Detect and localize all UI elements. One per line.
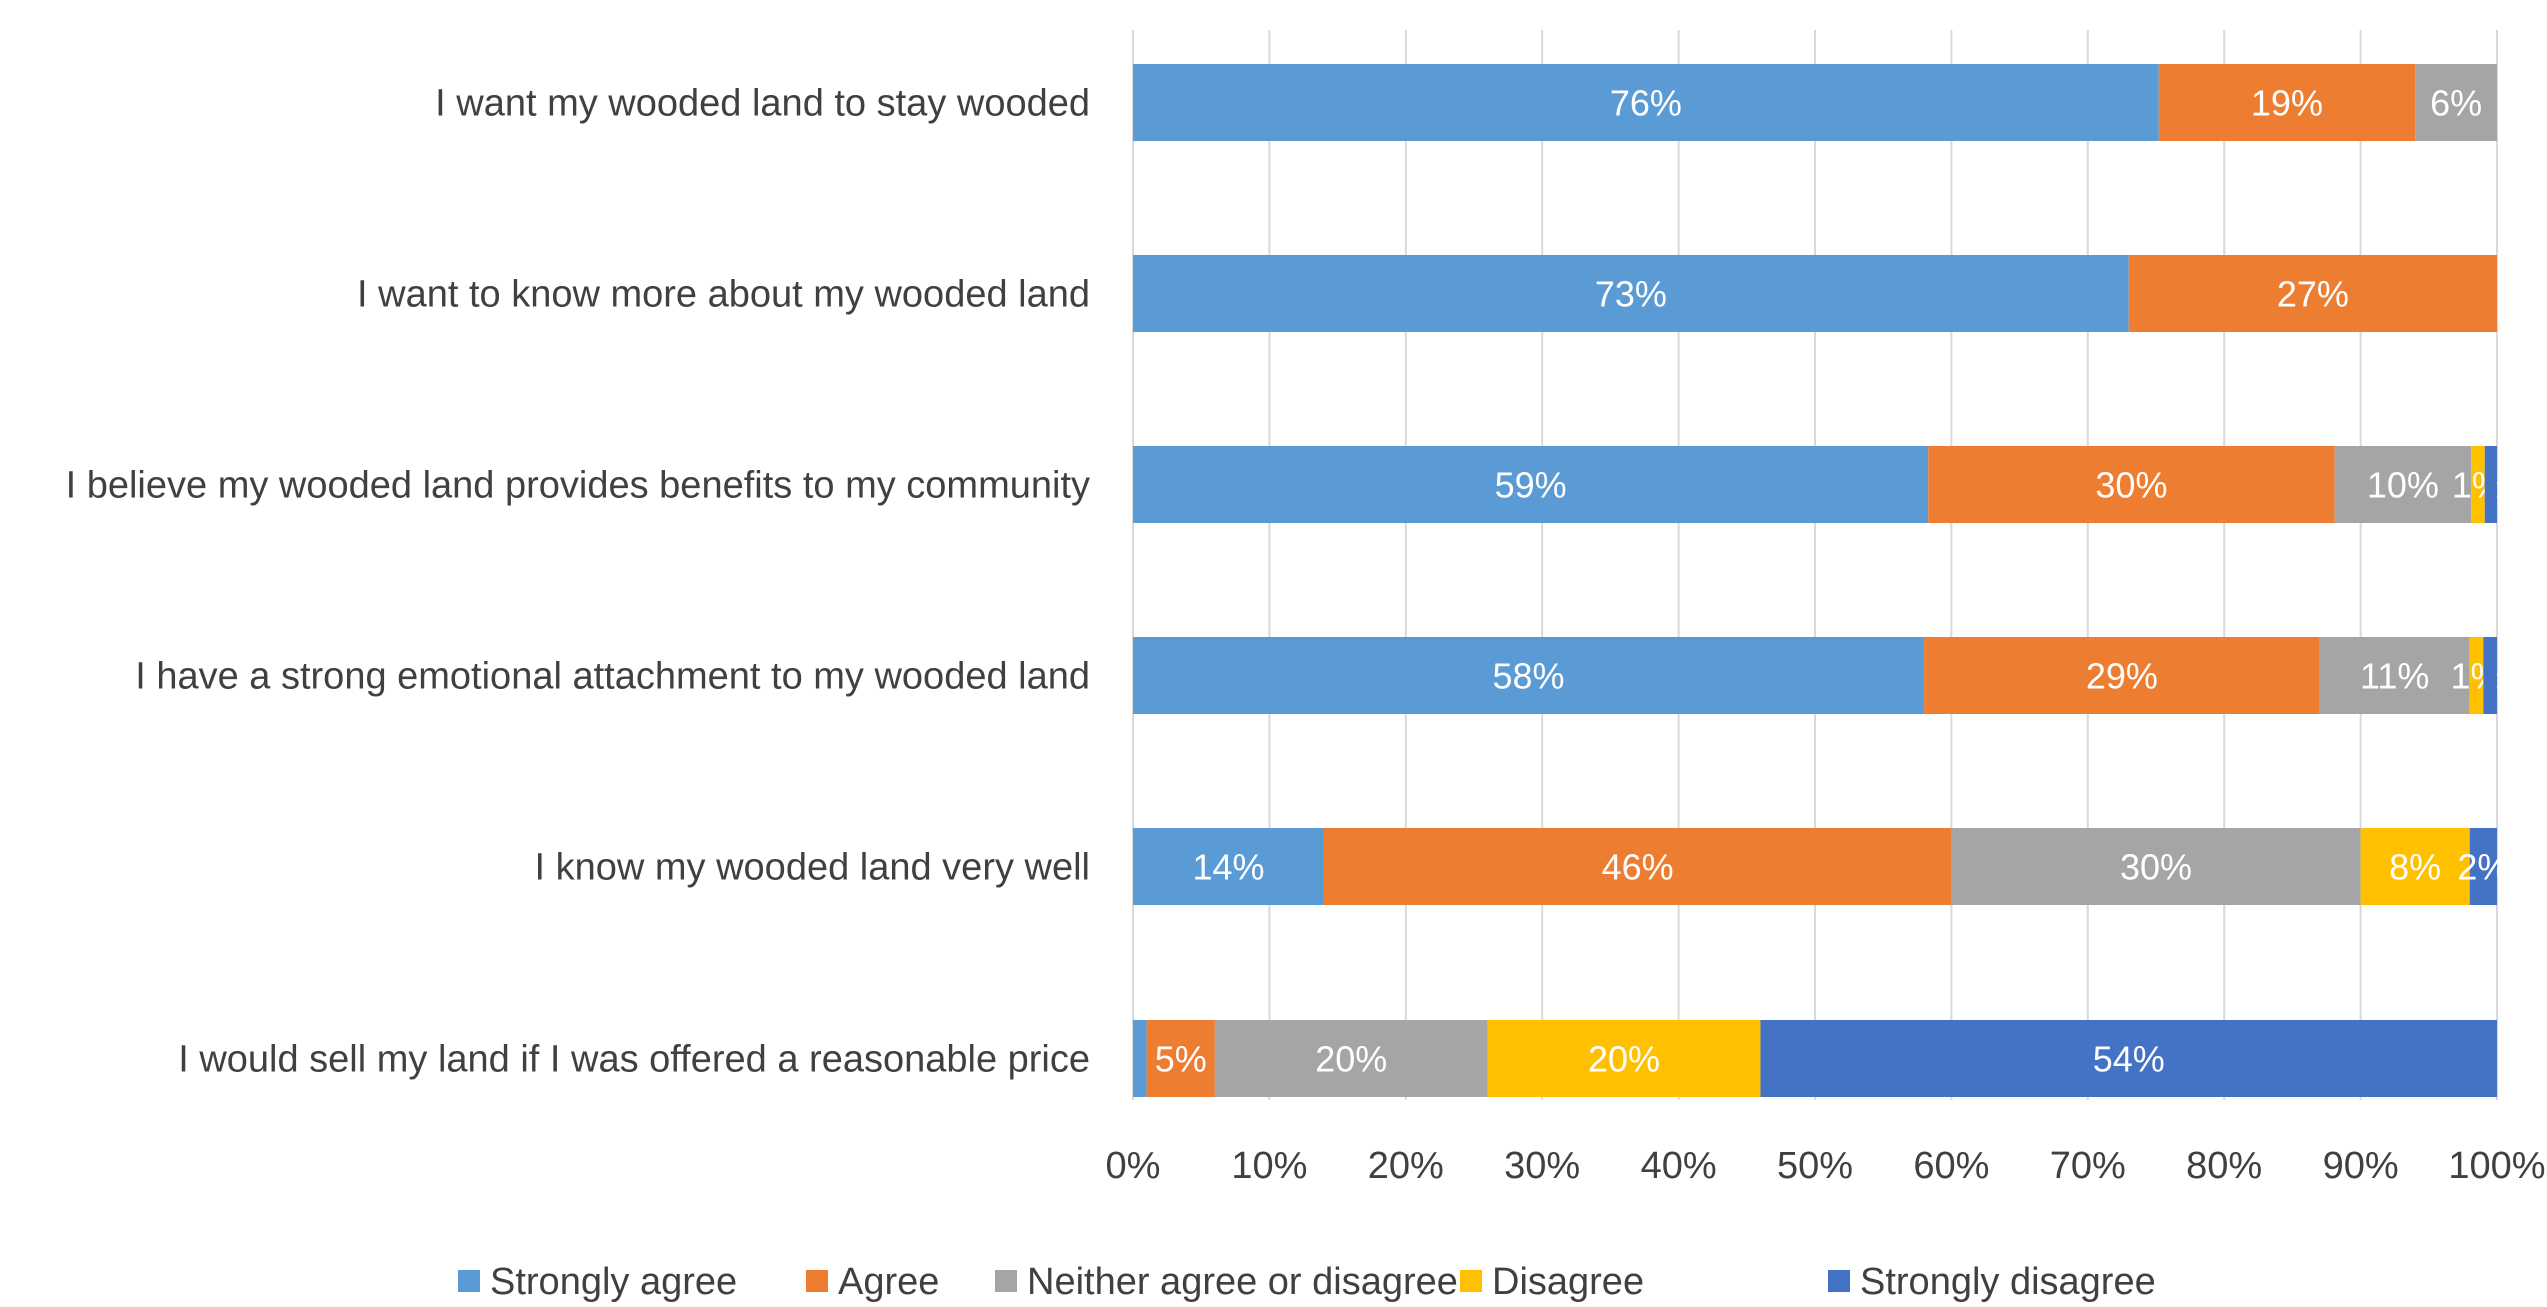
legend-item: Strongly agree <box>458 1261 737 1303</box>
data-label: 20% <box>1315 1039 1387 1080</box>
x-tick-label: 20% <box>1368 1145 1444 1187</box>
legend-item: Agree <box>806 1261 939 1303</box>
x-tick-label: 100% <box>2448 1145 2545 1187</box>
data-label: 29% <box>2086 656 2158 697</box>
category-labels: I want my wooded land to stay wooded I wa… <box>66 83 1090 1081</box>
gridlines <box>1132 30 2498 1100</box>
bar-segment <box>1133 255 2129 332</box>
bar-segment <box>1951 828 2361 905</box>
data-label: 73% <box>1595 274 1667 315</box>
legend-swatch <box>1828 1270 1850 1292</box>
bar-row: 73% 27% <box>1133 255 2497 332</box>
x-tick-label: 90% <box>2323 1145 2399 1187</box>
legend-label: Agree <box>838 1261 939 1303</box>
bar-row: 5% 20% 20% 54% <box>1133 1020 2497 1097</box>
category-label: I believe my wooded land provides benefi… <box>66 465 1090 507</box>
bar-segment <box>2360 828 2470 905</box>
bar-segment <box>2469 828 2497 905</box>
data-label: 76% <box>1610 83 1682 124</box>
bar-row: 76% 19% 6% <box>1133 64 2497 141</box>
bar-segment <box>2319 637 2470 714</box>
legend-label: Strongly agree <box>490 1261 737 1303</box>
data-label: 5% <box>1155 1039 1207 1080</box>
data-label: 19% <box>2251 83 2323 124</box>
data-label: 30% <box>2095 465 2167 506</box>
legend-item: Neither agree or disagree <box>995 1261 1458 1303</box>
bar-segment <box>1487 1020 1761 1097</box>
x-axis-ticks: 0% 10% 20% 30% 40% 50% 60% 70% 80% 90% 100% <box>1106 1145 2546 1187</box>
bar-segment <box>1133 637 1925 714</box>
legend-label: Disagree <box>1492 1261 1644 1303</box>
legend-swatch <box>806 1270 828 1292</box>
bar-row: 59% 30% 10% 1% <box>1133 446 2504 523</box>
data-label: 27% <box>2277 274 2349 315</box>
bar-segment <box>2334 446 2472 523</box>
bar-row: 14% 46% 30% 8% 2% <box>1133 828 2509 905</box>
bar-segment <box>1214 1020 1488 1097</box>
data-label: 20% <box>1588 1039 1660 1080</box>
bar-segment <box>2471 446 2485 523</box>
x-tick-label: 80% <box>2186 1145 2262 1187</box>
legend-swatch <box>995 1270 1017 1292</box>
bar-segment <box>2483 637 2497 714</box>
category-label: I would sell my land if I was offered a … <box>178 1039 1090 1081</box>
category-label: I want my wooded land to stay wooded <box>435 83 1090 125</box>
legend-item: Disagree <box>1460 1261 1644 1303</box>
data-label: 8% <box>2389 847 2441 888</box>
legend-swatch <box>1460 1270 1482 1292</box>
data-label: 46% <box>1602 847 1674 888</box>
x-tick-label: 10% <box>1231 1145 1307 1187</box>
data-label: 2% <box>2457 847 2509 888</box>
bar-segment <box>1928 446 2335 523</box>
x-tick-label: 30% <box>1504 1145 1580 1187</box>
x-tick-label: 60% <box>1913 1145 1989 1187</box>
bar-segment <box>1924 637 2320 714</box>
category-label: I know my wooded land very well <box>535 847 1090 889</box>
legend-label: Strongly disagree <box>1860 1261 2156 1303</box>
bar-segment <box>2469 637 2484 714</box>
bar-segment <box>1133 1020 1147 1097</box>
bar-segment <box>1760 1020 2497 1097</box>
data-label: 11% <box>2360 656 2429 697</box>
bar-segment <box>2128 255 2497 332</box>
legend-label: Neither agree or disagree <box>1027 1261 1458 1303</box>
data-label: 10% <box>2367 465 2439 506</box>
data-label: 59% <box>1495 465 1567 506</box>
bars: 76% 19% 6%73% 27%59% 30% 10% 1%58% 29% 11% 1%14% 4… <box>1133 64 2509 1097</box>
bar-segment <box>2484 446 2497 523</box>
x-tick-label: 0% <box>1106 1145 1161 1187</box>
legend-swatch <box>458 1270 480 1292</box>
bar-segment <box>1146 1020 1215 1097</box>
category-label: I want to know more about my wooded land <box>357 274 1090 316</box>
bar-segment <box>1133 828 1324 905</box>
bar-row: 58% 29% 11% 1% <box>1133 637 2503 714</box>
bar-segment <box>1133 446 1929 523</box>
category-label: I have a strong emotional attachment to … <box>135 656 1090 698</box>
bar-segment <box>2415 64 2497 141</box>
bar-segment <box>2158 64 2416 141</box>
x-tick-label: 70% <box>2050 1145 2126 1187</box>
x-tick-label: 40% <box>1641 1145 1717 1187</box>
data-label: 58% <box>1493 656 1565 697</box>
data-label: 30% <box>2120 847 2192 888</box>
data-label: 6% <box>2430 83 2482 124</box>
x-tick-label: 50% <box>1777 1145 1853 1187</box>
bar-segment <box>1323 828 1952 905</box>
data-label: 54% <box>2093 1039 2165 1080</box>
legend-item: Strongly disagree <box>1828 1261 2156 1303</box>
data-label: 14% <box>1192 847 1264 888</box>
bar-segment <box>1133 64 2159 141</box>
legend: Strongly agree Agree Neither agree or disa… <box>458 1261 2156 1303</box>
